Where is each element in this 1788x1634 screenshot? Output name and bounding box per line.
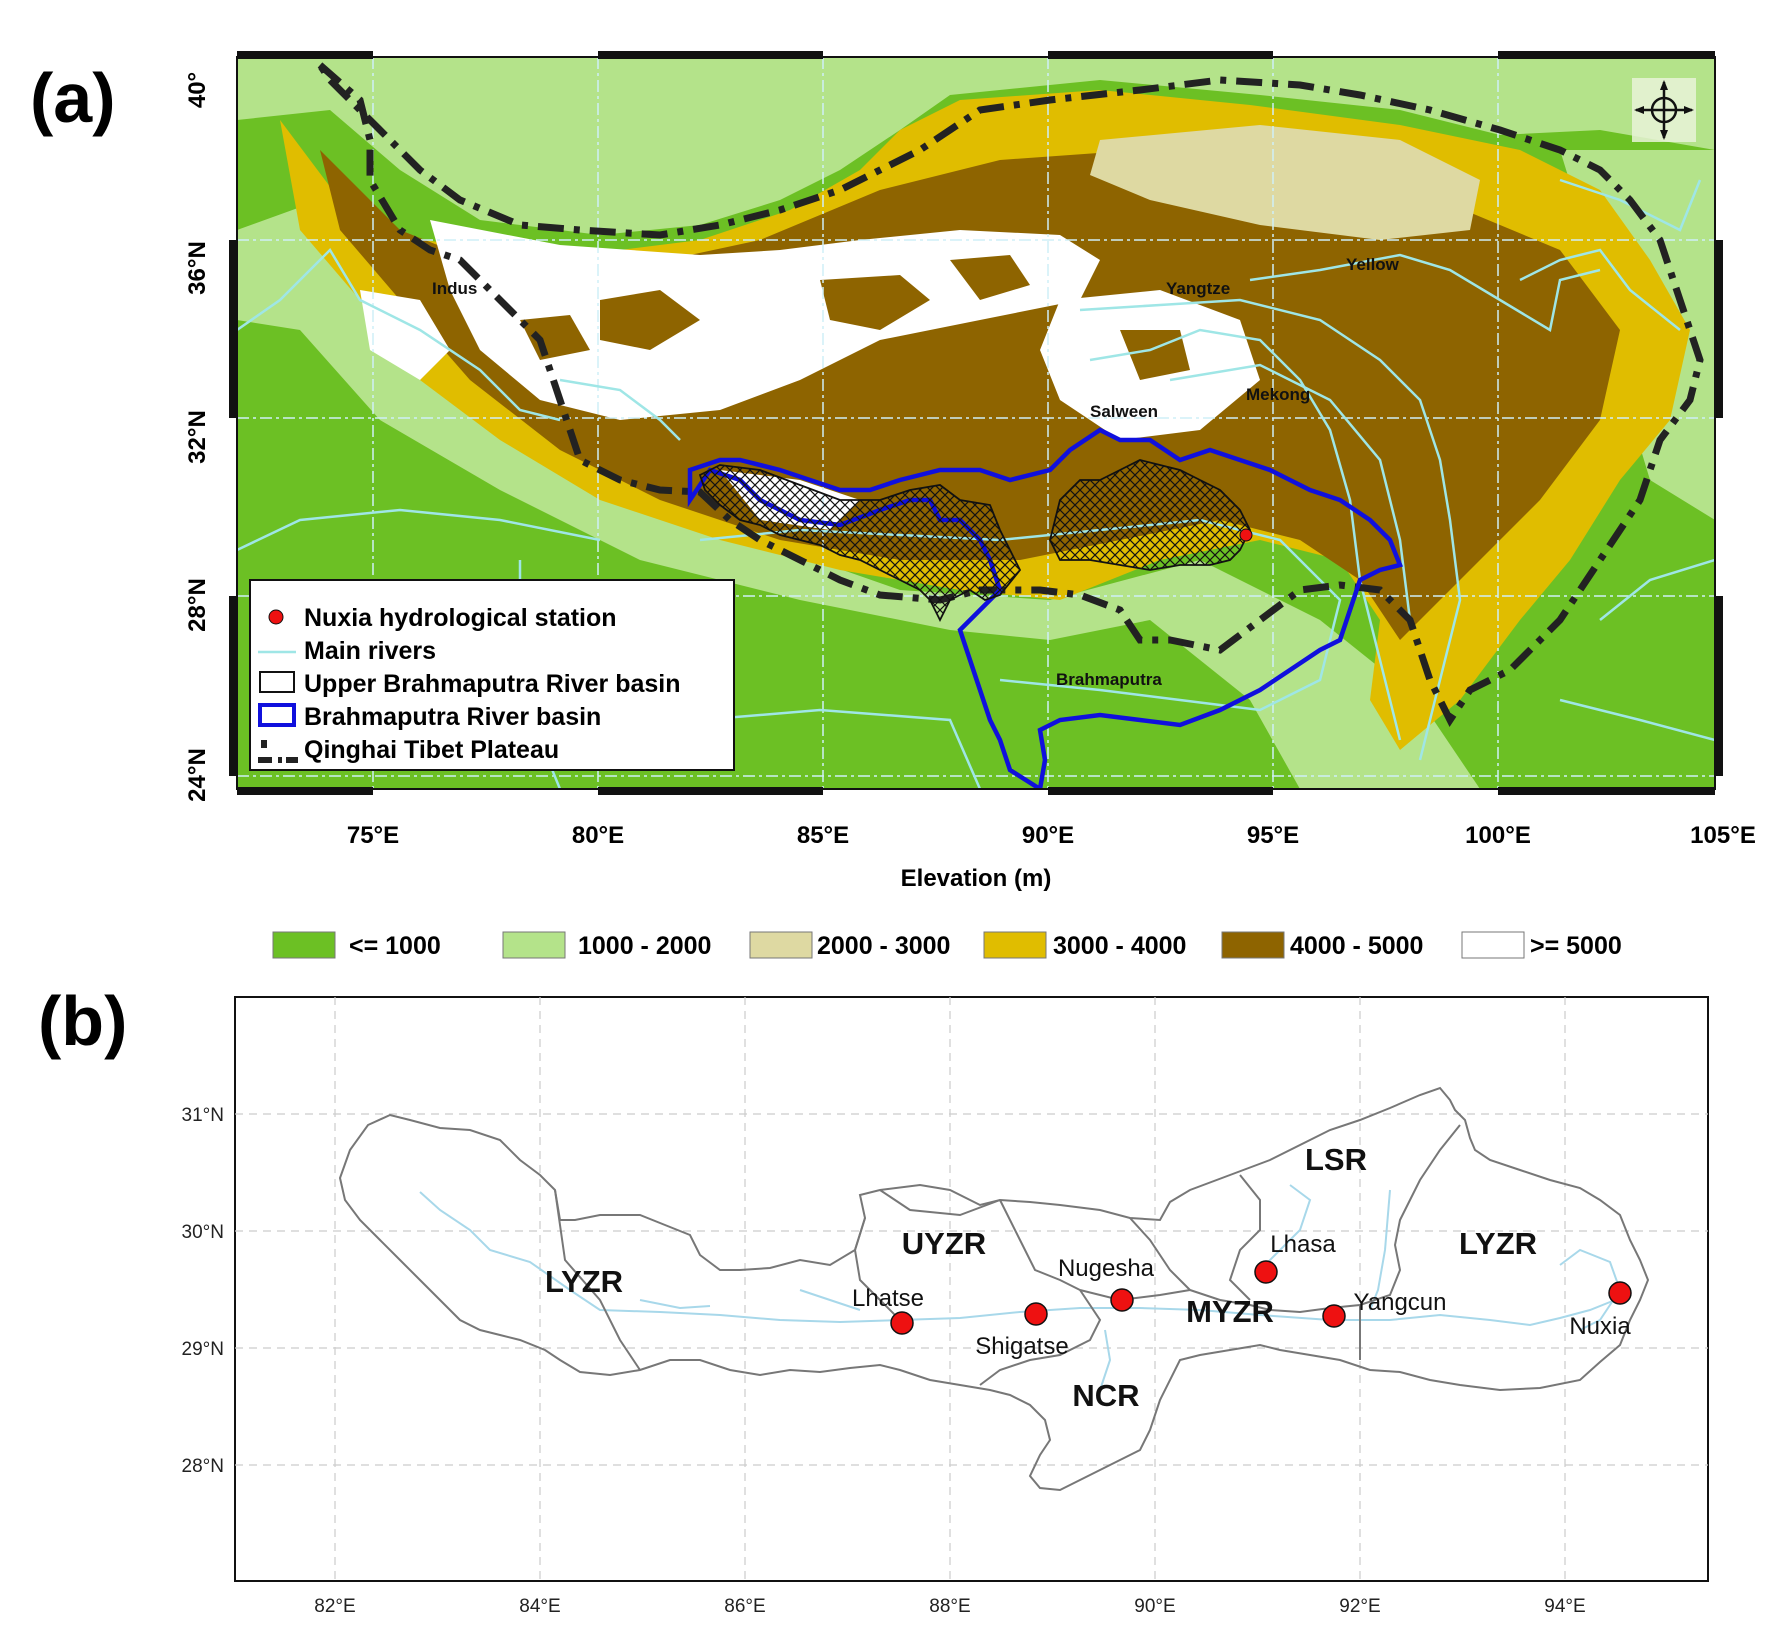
region-label-lsr: LSR xyxy=(1305,1142,1367,1177)
lat-tick-32: 32°N xyxy=(184,410,211,464)
elev-label-3: 3000 - 4000 xyxy=(1053,932,1186,960)
river-label-indus: Indus xyxy=(432,279,477,298)
legend-upper-basin-icon xyxy=(259,671,295,693)
station-marker-shigatse xyxy=(1024,1302,1048,1326)
elev-swatch-3 xyxy=(983,931,1047,959)
lat-tick-30: 30°N xyxy=(182,1222,224,1243)
legend-label-rivers: Main rivers xyxy=(304,637,436,665)
elevation-map xyxy=(237,57,1715,789)
x-axis-label: Elevation (m) xyxy=(901,865,1052,892)
elev-label-1: 1000 - 2000 xyxy=(578,932,711,960)
lon-tick-85: 85°E xyxy=(797,822,849,849)
legend-label-upper-basin: Upper Brahmaputra River basin xyxy=(304,670,681,698)
lon-tick-80: 80°E xyxy=(572,822,624,849)
panel-b-label: (b) xyxy=(38,982,127,1060)
lat-tick-31: 31°N xyxy=(182,1105,224,1126)
nuxia-station-marker xyxy=(1239,528,1253,542)
elev-swatch-1 xyxy=(502,931,566,959)
elev-label-4: 4000 - 5000 xyxy=(1290,932,1423,960)
region-label-myzr: MYZR xyxy=(1186,1294,1274,1329)
lat-tick-24: 24°N xyxy=(184,748,211,802)
station-label-lhasa: Lhasa xyxy=(1270,1231,1336,1258)
lat-tick-36: 36°N xyxy=(184,241,211,295)
station-label-yangcun: Yangcun xyxy=(1354,1289,1447,1316)
region-label-lyzr-west: LYZR xyxy=(545,1264,623,1299)
station-label-nugesha: Nugesha xyxy=(1058,1255,1155,1282)
lon-tick-84: 84°E xyxy=(519,1596,560,1617)
lon-tick-75: 75°E xyxy=(347,822,399,849)
legend-plateau-icon xyxy=(258,740,298,763)
station-marker-lhasa xyxy=(1254,1260,1278,1284)
map-legend: Nuxia hydrological station Main rivers U… xyxy=(249,579,735,771)
panel-a-frame xyxy=(236,56,1716,790)
station-marker-nugesha xyxy=(1110,1288,1134,1312)
region-label-ncr: NCR xyxy=(1072,1378,1139,1413)
station-marker-yangcun xyxy=(1322,1304,1346,1328)
station-label-nuxia: Nuxia xyxy=(1569,1313,1631,1340)
elev-swatch-2 xyxy=(749,931,813,959)
legend-basin-icon xyxy=(258,703,296,727)
elev-label-0: <= 1000 xyxy=(349,932,441,960)
elev-swatch-0 xyxy=(272,931,336,959)
lon-tick-82: 82°E xyxy=(314,1596,355,1617)
lon-tick-90b: 90°E xyxy=(1134,1596,1175,1617)
plateau-boundary xyxy=(317,62,1704,727)
panel-b-frame xyxy=(234,996,1709,1582)
elevation-legend: <= 1000 1000 - 2000 2000 - 3000 3000 - 4… xyxy=(272,931,1622,960)
station-label-lhatse: Lhatse xyxy=(852,1285,924,1312)
station-marker-nuxia xyxy=(1608,1281,1632,1305)
qaidam-basin xyxy=(1090,125,1480,240)
elev-label-5: >= 5000 xyxy=(1530,932,1622,960)
legend-label-plateau: Qinghai Tibet Plateau xyxy=(304,736,559,764)
tarim-basin xyxy=(237,57,1715,235)
lat-tick-40: 40° xyxy=(184,72,211,108)
basin-outline xyxy=(338,1086,1650,1492)
region-label-uyzr: UYZR xyxy=(902,1226,986,1261)
lon-tick-105: 105°E xyxy=(1690,822,1756,849)
lon-tick-94: 94°E xyxy=(1544,1596,1585,1617)
elev-swatch-5 xyxy=(1461,931,1525,959)
river-label-mekong: Mekong xyxy=(1246,385,1310,404)
map-border-bars xyxy=(229,51,1723,795)
lon-tick-86: 86°E xyxy=(724,1596,765,1617)
river-label-brahmaputra: Brahmaputra xyxy=(1056,670,1162,689)
lat-tick-29: 29°N xyxy=(182,1339,224,1360)
elev-label-2: 2000 - 3000 xyxy=(817,932,950,960)
river-label-salween: Salween xyxy=(1090,402,1158,421)
legend-label-basin: Brahmaputra River basin xyxy=(304,703,601,731)
river-label-yellow: Yellow xyxy=(1346,255,1400,274)
sub-basin-boundaries xyxy=(338,1086,1650,1492)
lon-tick-90: 90°E xyxy=(1022,822,1074,849)
station-marker-lhatse xyxy=(890,1311,914,1335)
legend-station-icon xyxy=(268,609,284,625)
legend-label-station: Nuxia hydrological station xyxy=(304,604,617,632)
station-label-shigatse: Shigatse xyxy=(975,1333,1068,1360)
lat-tick-28: 28°N xyxy=(184,578,211,632)
region-label-lyzr-east: LYZR xyxy=(1459,1226,1537,1261)
river-label-yangtze: Yangtze xyxy=(1166,279,1230,298)
lat-tick-28b: 28°N xyxy=(182,1456,224,1477)
elev-swatch-4 xyxy=(1221,931,1285,959)
lon-tick-100: 100°E xyxy=(1465,822,1531,849)
panel-a-label: (a) xyxy=(30,59,116,137)
lon-tick-95: 95°E xyxy=(1247,822,1299,849)
lon-tick-92: 92°E xyxy=(1339,1596,1380,1617)
lon-tick-88: 88°E xyxy=(929,1596,970,1617)
panel-b-grid xyxy=(235,997,1708,1581)
north-arrow-icon xyxy=(1632,78,1696,142)
